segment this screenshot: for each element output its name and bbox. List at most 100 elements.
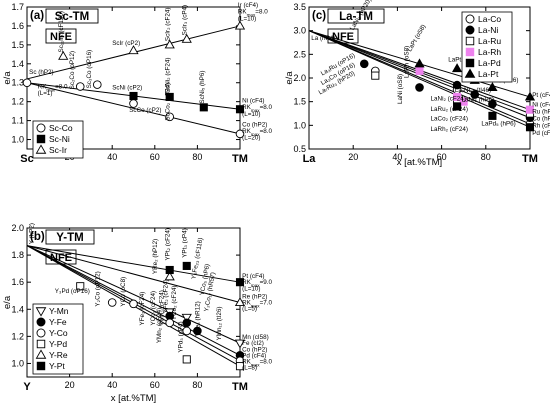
data-point-sc-ir bbox=[164, 39, 175, 49]
phase-annotation: La (hP4) bbox=[311, 35, 335, 42]
phase-annotation: RKmax=7.0 bbox=[242, 300, 272, 309]
phase-annotation: Co (hP2) bbox=[242, 121, 267, 128]
y-tick-label: 1.5 bbox=[11, 40, 24, 50]
x-tick-label: 60 bbox=[150, 152, 160, 162]
plot-frame bbox=[26, 6, 241, 150]
data-point-la-pd bbox=[525, 123, 535, 132]
panel-la-tm: 20 40 60 80 0.5 1.0 1.5 2.0 2.5 3.0 3.5 La TM e/a x [a… bbox=[284, 0, 550, 168]
phase-annotation: Co (hP2) bbox=[532, 116, 550, 123]
legend-label: Y-Fe bbox=[49, 317, 67, 327]
legend-label: La-Ni bbox=[478, 25, 498, 35]
series-line-sc-co bbox=[26, 82, 241, 135]
data-point-y-pd bbox=[76, 282, 85, 291]
legend-marker bbox=[36, 317, 46, 327]
phase-annotation: Fe (cI2) bbox=[242, 340, 264, 347]
legend-label: Y-Pd bbox=[49, 339, 67, 349]
phase-annotation: RKmax=8.0 bbox=[242, 128, 272, 137]
phase-annotation: Pt (cF4) bbox=[532, 92, 550, 99]
phase-annotation: RKmax=9.0 bbox=[242, 279, 272, 288]
panel-title-box bbox=[45, 229, 95, 245]
phase-annotation: (L=10) bbox=[242, 285, 260, 292]
series-line-y-mn bbox=[26, 245, 241, 344]
data-point-y-co bbox=[182, 326, 192, 336]
phase-annotation: (L=1) bbox=[38, 90, 53, 97]
y-tick-label: 2.0 bbox=[11, 223, 24, 233]
legend-label: La-Pt bbox=[478, 69, 499, 79]
phase-annotation: RKmax=8.0 bbox=[242, 104, 272, 113]
y-tick-label: 1.0 bbox=[11, 135, 24, 145]
x-tick-label: 40 bbox=[107, 152, 117, 162]
y-tick-label: 1.7 bbox=[11, 2, 24, 12]
panel-title: La-TM bbox=[339, 11, 373, 23]
phase-annotation: Y (hP2) bbox=[28, 223, 35, 244]
phase-annotation: Rh (cF4) bbox=[532, 123, 550, 130]
x-tick-label: 80 bbox=[481, 152, 491, 162]
phase-annotation: YMn₂ (cF24) bbox=[158, 290, 165, 325]
data-point-la-pd bbox=[488, 111, 497, 120]
legend-marker bbox=[465, 14, 475, 24]
nfe-label: NFE bbox=[332, 31, 354, 43]
x-tick-label: 20 bbox=[65, 380, 75, 390]
phase-annotation: Pd (cF4) bbox=[242, 352, 266, 359]
y-tick-label: 2.5 bbox=[293, 49, 306, 59]
legend-label: Sc-Ir bbox=[49, 145, 67, 155]
x-right-element-label: TM bbox=[232, 381, 248, 393]
x-right-element-label: TM bbox=[232, 153, 248, 165]
phase-annotation: La₇Ni₁₆ (tI46) bbox=[455, 87, 491, 94]
y-tick-label: 1.0 bbox=[293, 120, 306, 130]
phase-annotation: YRe₂ (hP12) bbox=[152, 239, 159, 274]
phase-annotation: (L=20) bbox=[242, 135, 260, 142]
y-tick-label: 1.5 bbox=[293, 97, 306, 107]
data-point-la-ni bbox=[470, 90, 480, 99]
phase-annotation: YCo (oC8) bbox=[120, 277, 127, 307]
phase-annotation: ScCo (cP2) bbox=[129, 107, 161, 114]
phase-annotation: LaPd₅ (hP6) bbox=[481, 120, 515, 127]
panel-letter: (a) bbox=[30, 10, 44, 22]
phase-annotation: LaRh₂ (cF24) bbox=[431, 126, 468, 133]
legend-marker bbox=[465, 25, 475, 35]
data-point-y-pd bbox=[182, 355, 191, 364]
data-point-la-ni bbox=[415, 83, 424, 92]
phase-annotation: LaNi (oS8) bbox=[397, 74, 404, 104]
y-tick-label: 1.8 bbox=[11, 250, 24, 260]
panel-y-tm: 20 40 60 80 1.0 1.2 1.4 1.6 1.8 2.0 Y TM e/a x [at.%T… bbox=[2, 223, 272, 404]
panel-title-box bbox=[327, 8, 385, 24]
y-tick-label: 1.1 bbox=[11, 116, 24, 126]
data-point-y-mn bbox=[181, 313, 192, 323]
data-point-la-rh bbox=[525, 105, 535, 114]
data-point-la-ni bbox=[359, 59, 369, 69]
phase-annotation: LaNi₂ (cF24) bbox=[431, 96, 466, 103]
panel-title-box bbox=[45, 8, 99, 24]
x-tick-label: 40 bbox=[107, 380, 117, 390]
data-point-la-rh bbox=[459, 97, 468, 106]
data-point-sc-co bbox=[75, 82, 85, 91]
phase-annotation: Mn (cI58) bbox=[242, 334, 269, 341]
panel-sc-tm: 204060801.01.11.21.31.41.51.61.7ScTMe/a(… bbox=[2, 2, 272, 165]
phase-annotation: Ni (cF4) bbox=[532, 101, 550, 108]
x-left-element-label: Sc bbox=[20, 153, 33, 165]
x-left-element-label: La bbox=[303, 153, 317, 165]
phase-annotation: ScNi (cP2) bbox=[112, 84, 142, 91]
legend-marker bbox=[36, 361, 46, 371]
phase-annotation: RKmax=8.0 bbox=[38, 83, 68, 92]
x-tick-label: 80 bbox=[192, 380, 202, 390]
phase-annotation: ScIr₃ (cP4) bbox=[182, 5, 189, 36]
panel-letter: (b) bbox=[30, 231, 45, 243]
phase-annotation: LaCo₂ (cF24) bbox=[431, 116, 468, 123]
legend-label: La-Ru bbox=[478, 36, 501, 46]
series-line-y-pt bbox=[26, 245, 241, 283]
legend-label: La-Co bbox=[478, 14, 501, 24]
x-tick-label: 20 bbox=[348, 152, 358, 162]
phase-annotation: YFe₂ (cF24) bbox=[163, 279, 170, 313]
series-line-la-pd bbox=[308, 30, 531, 128]
x-tick-label: 60 bbox=[150, 380, 160, 390]
data-point-y-pt bbox=[235, 278, 245, 287]
y-tick-label: 1.4 bbox=[11, 304, 24, 314]
legend-marker bbox=[36, 328, 46, 338]
phase-annotation: Ni (cF4) bbox=[242, 98, 264, 105]
data-point-y-pt bbox=[165, 265, 174, 275]
phase-annotation: YPt₂ (cF24) bbox=[165, 228, 172, 261]
legend-label: Y-Co bbox=[49, 328, 68, 338]
phase-annotation: Sc₁₁Ir₄ (cF120) bbox=[58, 11, 65, 52]
